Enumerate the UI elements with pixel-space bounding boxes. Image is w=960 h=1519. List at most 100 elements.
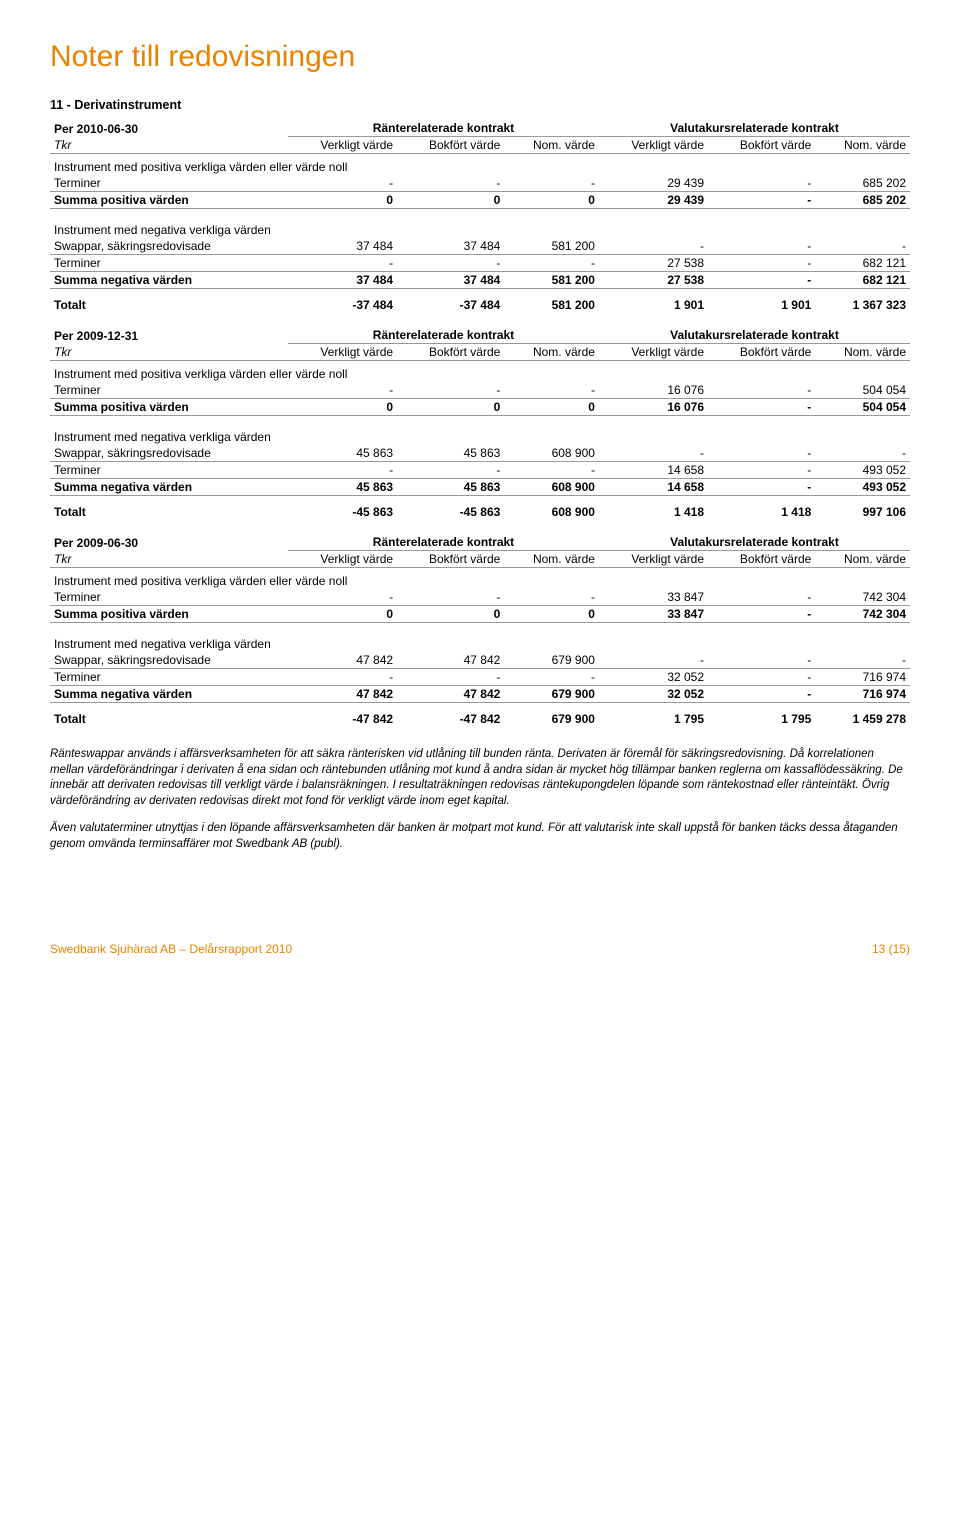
cell: 1 795	[599, 711, 708, 727]
cell: -	[815, 238, 910, 255]
cell: -	[599, 652, 708, 669]
cell: 45 863	[397, 479, 504, 496]
period-label: Per 2010-06-30	[50, 120, 288, 137]
col-bokfort: Bokfört värde	[397, 137, 504, 154]
footer-right: 13 (15)	[872, 942, 910, 956]
cell: 16 076	[599, 399, 708, 416]
group-left: Ränterelaterade kontrakt	[288, 534, 599, 551]
section-title: 11 - Derivatinstrument	[50, 98, 910, 112]
col-bokfort: Bokfört värde	[708, 551, 815, 568]
col-verkligt: Verkligt värde	[288, 551, 397, 568]
row-label: Terminer	[50, 462, 288, 479]
cell: 608 900	[504, 445, 599, 462]
cell: -	[504, 175, 599, 192]
cell: -	[815, 652, 910, 669]
cell: -47 842	[397, 711, 504, 727]
row-label: Swappar, säkringsredovisade	[50, 238, 288, 255]
row-label: Summa negativa värden	[50, 686, 288, 703]
cell: 45 863	[288, 445, 397, 462]
cell: -	[288, 255, 397, 272]
cell: 685 202	[815, 192, 910, 209]
cell: 29 439	[599, 192, 708, 209]
col-verkligt: Verkligt värde	[599, 551, 708, 568]
cell: -37 484	[288, 297, 397, 313]
cell: 45 863	[288, 479, 397, 496]
row-label: Totalt	[50, 297, 288, 313]
cell: 14 658	[599, 479, 708, 496]
cell: 581 200	[504, 272, 599, 289]
cell: 37 484	[288, 238, 397, 255]
row-label: Terminer	[50, 382, 288, 399]
cell: 29 439	[599, 175, 708, 192]
cell: 581 200	[504, 297, 599, 313]
para-1: Ränteswappar används i affärsverksamhete…	[50, 747, 910, 809]
cell: 679 900	[504, 652, 599, 669]
cell: 0	[504, 606, 599, 623]
cell: 0	[397, 399, 504, 416]
cell: -	[288, 175, 397, 192]
cell: -45 863	[288, 504, 397, 520]
row-label: Summa positiva värden	[50, 606, 288, 623]
cell: 504 054	[815, 399, 910, 416]
col-bokfort: Bokfört värde	[397, 551, 504, 568]
row-label: Summa positiva värden	[50, 399, 288, 416]
cell: -	[397, 462, 504, 479]
cell: 997 106	[815, 504, 910, 520]
period-table: Per 2009-12-31Ränterelaterade kontraktVa…	[50, 327, 910, 520]
cell: 1 367 323	[815, 297, 910, 313]
cell: 682 121	[815, 272, 910, 289]
page-title: Noter till redovisningen	[50, 40, 910, 74]
cell: 27 538	[599, 272, 708, 289]
cell: -	[708, 479, 815, 496]
row-label: Terminer	[50, 669, 288, 686]
cell: -	[504, 382, 599, 399]
cell: 1 901	[599, 297, 708, 313]
cell: 32 052	[599, 669, 708, 686]
cell: 47 842	[288, 652, 397, 669]
cell: -	[599, 238, 708, 255]
footer-left: Swedbank Sjuhärad AB – Delårsrapport 201…	[50, 942, 292, 956]
group-right: Valutakursrelaterade kontrakt	[599, 327, 910, 344]
group-left: Ränterelaterade kontrakt	[288, 120, 599, 137]
row-label: Swappar, säkringsredovisade	[50, 445, 288, 462]
cell: -	[708, 589, 815, 606]
cell: 37 484	[288, 272, 397, 289]
col-verkligt: Verkligt värde	[599, 137, 708, 154]
cell: 14 658	[599, 462, 708, 479]
cell: 45 863	[397, 445, 504, 462]
cell: 679 900	[504, 711, 599, 727]
cell: -	[288, 462, 397, 479]
cell: -	[708, 272, 815, 289]
pos-heading: Instrument med positiva verkliga värden …	[50, 568, 910, 590]
col-verkligt: Verkligt värde	[288, 344, 397, 361]
cell: -	[708, 606, 815, 623]
page-footer: Swedbank Sjuhärad AB – Delårsrapport 201…	[50, 942, 910, 956]
group-right: Valutakursrelaterade kontrakt	[599, 120, 910, 137]
cell: 0	[288, 606, 397, 623]
cell: 1 459 278	[815, 711, 910, 727]
period-label: Per 2009-06-30	[50, 534, 288, 551]
cell: -	[397, 382, 504, 399]
neg-heading: Instrument med negativa verkliga värden	[50, 217, 910, 238]
pos-heading: Instrument med positiva verkliga värden …	[50, 361, 910, 383]
cell: 27 538	[599, 255, 708, 272]
tkr-label: Tkr	[50, 137, 288, 154]
row-label: Summa negativa värden	[50, 479, 288, 496]
pos-heading: Instrument med positiva verkliga värden …	[50, 154, 910, 176]
cell: 1 901	[708, 297, 815, 313]
cell: -	[708, 238, 815, 255]
cell: 493 052	[815, 462, 910, 479]
cell: -	[815, 445, 910, 462]
cell: -37 484	[397, 297, 504, 313]
cell: -	[708, 669, 815, 686]
cell: -	[397, 255, 504, 272]
cell: 47 842	[397, 686, 504, 703]
cell: 33 847	[599, 589, 708, 606]
col-verkligt: Verkligt värde	[288, 137, 397, 154]
cell: -	[708, 255, 815, 272]
cell: 47 842	[397, 652, 504, 669]
cell: 716 974	[815, 686, 910, 703]
col-bokfort: Bokfört värde	[708, 344, 815, 361]
cell: 742 304	[815, 589, 910, 606]
neg-heading: Instrument med negativa verkliga värden	[50, 424, 910, 445]
